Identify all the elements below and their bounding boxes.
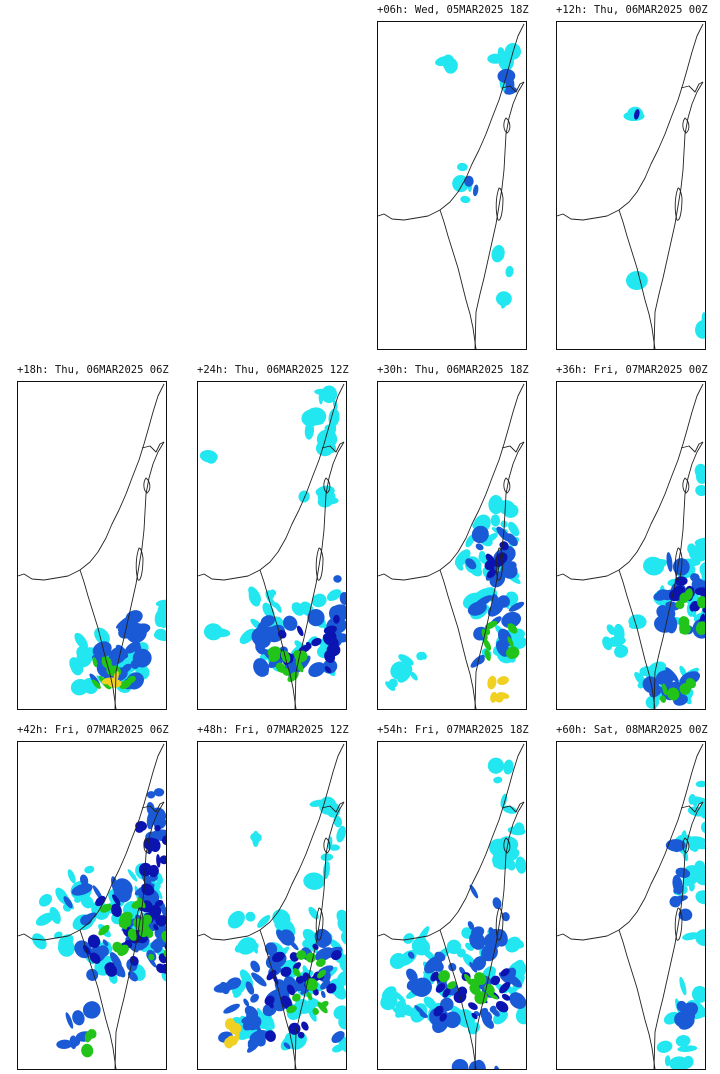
coastline	[198, 744, 344, 940]
precip-light-cell	[496, 291, 513, 307]
precip-light-cell	[29, 931, 49, 953]
jordan-valley-border	[654, 82, 703, 349]
precip-moderate-cell	[222, 1002, 241, 1016]
precipitation-map	[17, 381, 167, 710]
precipitation-map	[197, 381, 347, 710]
egypt-border	[440, 210, 476, 349]
precip-light-cell	[457, 163, 468, 172]
map-svg	[18, 382, 166, 709]
panel-title: +06h: Wed, 05MAR2025 18Z	[377, 4, 529, 16]
precip-light-cell	[252, 831, 259, 847]
precip-light-cell	[303, 872, 326, 891]
precipitation-map	[377, 381, 527, 710]
jordan-valley-border	[475, 82, 524, 349]
panel-title: +30h: Thu, 06MAR2025 18Z	[377, 364, 529, 376]
map-svg	[378, 22, 526, 349]
precip-light-cell	[505, 265, 515, 277]
precipitation-map	[377, 741, 527, 1070]
map-svg	[18, 742, 166, 1069]
precip-light-cell	[696, 781, 705, 788]
egypt-border	[619, 930, 655, 1069]
panel-title: +42h: Fri, 07MAR2025 06Z	[17, 724, 169, 736]
precip-light-cell	[224, 907, 248, 931]
map-svg	[378, 742, 526, 1069]
map-svg	[198, 382, 346, 709]
coastline	[18, 384, 164, 580]
panel-title: +54h: Fri, 07MAR2025 18Z	[377, 724, 529, 736]
precip-light-cell	[66, 868, 77, 884]
precip-light-cell	[488, 495, 503, 514]
precip-moderate-cell	[491, 896, 503, 910]
map-svg	[557, 742, 705, 1069]
precip-light-cell	[490, 244, 506, 264]
forecast-panel-24h: +24h: Thu, 06MAR2025 12Z	[197, 364, 347, 714]
precipitation-map	[556, 21, 706, 350]
precip-heavy-cell	[80, 1043, 94, 1058]
precip-light-cell	[460, 195, 471, 204]
precipitation-map	[17, 741, 167, 1070]
forecast-panel-12h: +12h: Thu, 06MAR2025 00Z	[556, 4, 706, 354]
precip-strong-cell	[156, 854, 161, 868]
precipitation-map	[556, 381, 706, 710]
precip-extreme-cell	[486, 675, 497, 690]
panel-title: +48h: Fri, 07MAR2025 12Z	[197, 724, 349, 736]
precip-moderate-cell	[493, 1065, 503, 1069]
precip-moderate-cell	[472, 184, 479, 196]
precip-moderate-cell	[320, 990, 326, 999]
precip-light-cell	[678, 976, 688, 996]
forecast-panel-54h: +54h: Fri, 07MAR2025 18Z	[377, 724, 527, 1074]
egypt-border	[440, 570, 476, 709]
map-svg	[557, 22, 705, 349]
precip-light-cell	[335, 825, 346, 844]
forecast-panel-42h: +42h: Fri, 07MAR2025 06Z	[17, 724, 167, 1074]
panel-title: +18h: Thu, 06MAR2025 06Z	[17, 364, 169, 376]
map-svg	[557, 382, 705, 709]
forecast-panel-48h: +48h: Fri, 07MAR2025 12Z	[197, 724, 347, 1074]
map-svg	[198, 742, 346, 1069]
precip-light-cell	[36, 891, 54, 909]
precip-moderate-cell	[468, 884, 479, 900]
precip-light-cell	[694, 889, 705, 906]
precip-light-cell	[655, 1039, 673, 1054]
precip-light-cell	[486, 756, 506, 776]
forecast-panel-36h: +36h: Fri, 07MAR2025 00Z	[556, 364, 706, 714]
coastline	[557, 24, 703, 220]
precipitation-map	[377, 21, 527, 350]
panel-title: +24h: Thu, 06MAR2025 12Z	[197, 364, 349, 376]
precip-strong-cell	[300, 1020, 311, 1032]
precip-moderate-cell	[472, 1059, 487, 1069]
precip-light-cell	[694, 463, 705, 478]
precip-moderate-cell	[451, 1059, 468, 1069]
precip-light-cell	[694, 484, 705, 497]
panel-title: +36h: Fri, 07MAR2025 00Z	[556, 364, 708, 376]
map-svg	[378, 382, 526, 709]
forecast-panel-18h: +18h: Thu, 06MAR2025 06Z	[17, 364, 167, 714]
panel-title: +60h: Sat, 08MAR2025 00Z	[556, 724, 708, 736]
precip-light-cell	[306, 905, 320, 921]
precip-moderate-cell	[248, 959, 262, 974]
coastline	[557, 384, 703, 580]
precipitation-map	[197, 741, 347, 1070]
precip-light-cell	[493, 776, 503, 784]
precip-light-cell	[83, 865, 95, 875]
precip-extreme-cell	[496, 675, 510, 686]
precip-light-cell	[297, 489, 311, 503]
forecast-panel-30h: +30h: Thu, 06MAR2025 18Z	[377, 364, 527, 714]
precip-light-cell	[701, 821, 705, 833]
precip-light-cell	[243, 910, 257, 924]
precip-light-cell	[320, 853, 333, 861]
forecast-panel-60h: +60h: Sat, 08MAR2025 00Z	[556, 724, 706, 1074]
precip-light-cell	[626, 271, 648, 291]
panel-title: +12h: Thu, 06MAR2025 00Z	[556, 4, 708, 16]
precip-moderate-cell	[333, 575, 341, 583]
forecast-panel-06h: +06h: Wed, 05MAR2025 18Z	[377, 4, 527, 354]
precip-moderate-cell	[154, 788, 165, 797]
precip-light-cell	[491, 514, 501, 526]
precipitation-map	[556, 741, 706, 1070]
precip-light-cell	[322, 861, 331, 880]
